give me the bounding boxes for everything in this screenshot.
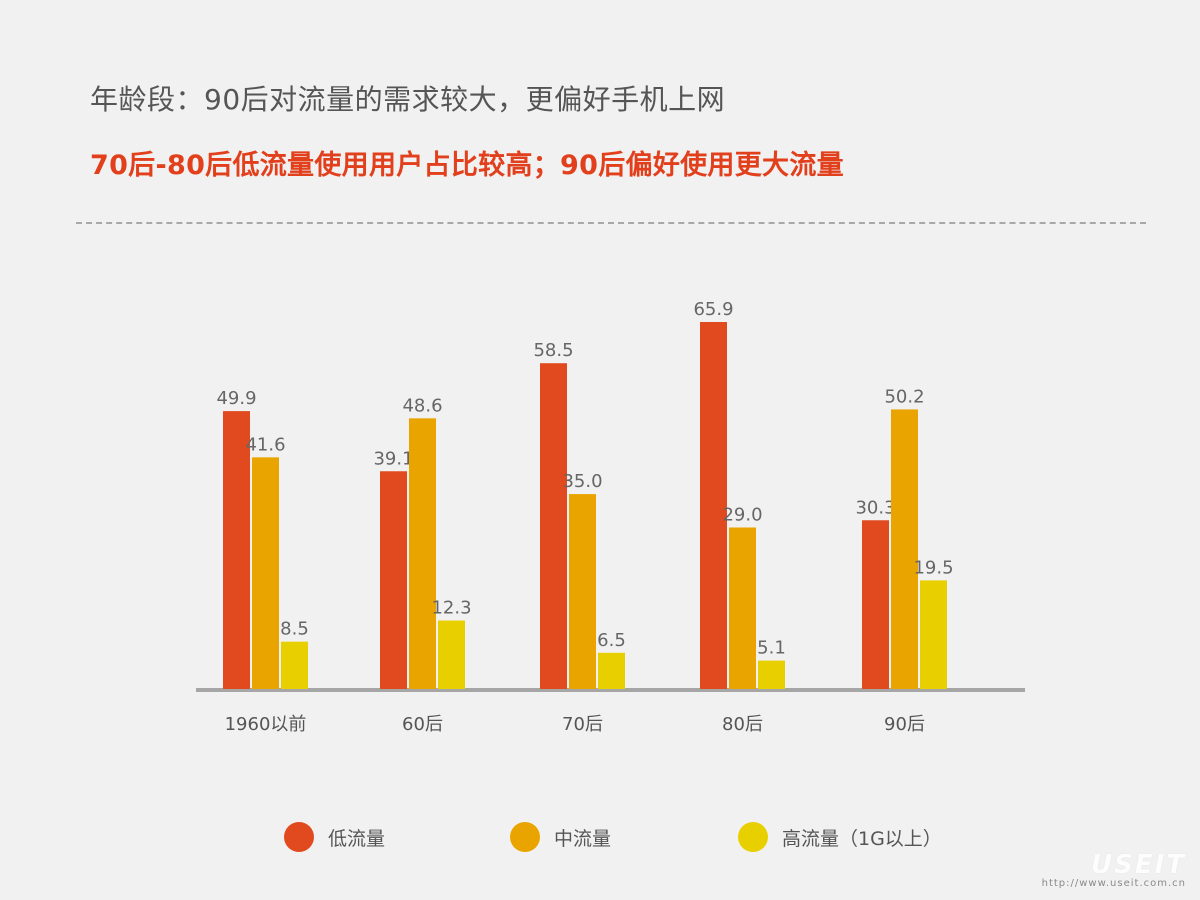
bar-mid-1	[409, 418, 436, 689]
legend-item-low: 低流量	[284, 820, 385, 854]
data-label-high-0: 8.5	[280, 619, 309, 640]
bar-low-0	[223, 411, 250, 689]
bar-mid-0	[252, 457, 279, 689]
chart-legend: 低流量 中流量 高流量（1G以上）	[0, 820, 1200, 854]
legend-item-mid: 中流量	[510, 820, 611, 854]
data-label-low-4: 30.3	[855, 497, 895, 518]
data-label-mid-4: 50.2	[884, 386, 924, 407]
bar-high-2	[598, 652, 625, 689]
data-label-high-2: 6.5	[597, 630, 626, 651]
x-tick-label-3: 80后	[722, 714, 763, 735]
bar-low-4	[862, 520, 889, 689]
legend-dot-low-icon	[284, 822, 314, 852]
x-tick-label-4: 90后	[884, 714, 925, 735]
watermark-brand: USEIT	[1090, 850, 1186, 880]
legend-item-high: 高流量（1G以上）	[738, 820, 942, 854]
bar-high-4	[920, 580, 947, 689]
watermark-url: http://www.useit.com.cn	[1041, 878, 1186, 889]
page-subtitle: 70后-80后低流量使用用户占比较高；90后偏好使用更大流量	[90, 150, 844, 181]
legend-label-high: 高流量（1G以上）	[782, 827, 942, 850]
x-tick-label-2: 70后	[562, 714, 603, 735]
bar-low-2	[540, 363, 567, 689]
data-label-low-0: 49.9	[216, 388, 256, 409]
data-label-high-3: 5.1	[757, 638, 786, 659]
data-label-mid-3: 29.0	[722, 504, 762, 525]
data-label-high-4: 19.5	[913, 557, 953, 578]
watermark: USEIT http://www.useit.com.cn	[1042, 850, 1186, 889]
dashed-divider	[76, 222, 1146, 224]
data-label-mid-2: 35.0	[562, 471, 602, 492]
page-title: 年龄段：90后对流量的需求较大，更偏好手机上网	[90, 83, 726, 116]
x-tick-label-0: 1960以前	[225, 714, 307, 735]
x-tick-label-1: 60后	[402, 714, 443, 735]
legend-dot-mid-icon	[510, 822, 540, 852]
data-label-low-1: 39.1	[373, 448, 413, 469]
data-label-high-1: 12.3	[431, 598, 471, 619]
bar-low-3	[700, 322, 727, 689]
bar-mid-2	[569, 494, 596, 689]
bar-low-1	[380, 471, 407, 689]
bar-high-0	[281, 641, 308, 689]
legend-label-low: 低流量	[328, 827, 386, 850]
legend-label-mid: 中流量	[554, 827, 612, 850]
bar-mid-3	[729, 527, 756, 689]
data-label-low-3: 65.9	[693, 299, 733, 320]
data-label-mid-1: 48.6	[402, 395, 442, 416]
bar-mid-4	[891, 409, 918, 689]
legend-dot-high-icon	[738, 822, 768, 852]
bar-high-3	[758, 660, 785, 689]
data-label-mid-0: 41.6	[245, 434, 285, 455]
bar-high-1	[438, 620, 465, 689]
data-label-low-2: 58.5	[533, 340, 573, 361]
